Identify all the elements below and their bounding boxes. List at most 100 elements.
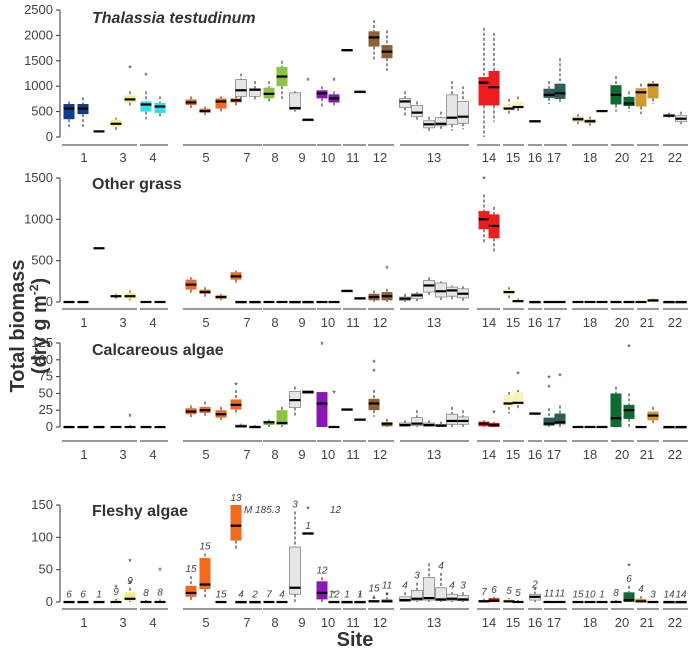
- box-site-3: [110, 425, 122, 429]
- box-site-20: [610, 300, 622, 304]
- sample-label: 2: [251, 590, 258, 601]
- outlier-point: *: [372, 594, 376, 604]
- site-label: 3: [119, 150, 126, 165]
- box-site-1: [63, 425, 75, 429]
- box-site-1: [63, 300, 75, 304]
- box-site-8: 7: [263, 590, 275, 604]
- sample-label: 8: [143, 588, 149, 599]
- site-label: 17: [547, 150, 561, 165]
- site-label: 13: [427, 315, 441, 330]
- box-site-4: [140, 300, 152, 304]
- box-site-17: [543, 300, 555, 304]
- box-site-13: [457, 286, 469, 302]
- box-site-13: [446, 406, 458, 427]
- sample-label: 6: [80, 590, 86, 601]
- box-iqr: [446, 94, 458, 125]
- box-site-3: [124, 424, 136, 429]
- outlier-point: *: [627, 561, 631, 571]
- box-site-5: [215, 406, 227, 421]
- box-site-22: [675, 300, 687, 304]
- box-site-13: 3: [457, 580, 469, 602]
- box-site-13: [435, 421, 447, 427]
- box-site-13: [457, 86, 469, 130]
- sample-label: 14: [663, 590, 675, 601]
- site-label: 22: [668, 615, 682, 630]
- sample-label: 4: [638, 584, 644, 595]
- site-label: 14: [482, 150, 496, 165]
- box-site-21: 4: [635, 584, 647, 603]
- box-iqr: [512, 392, 524, 405]
- site-label: 12: [373, 150, 387, 165]
- box-site-5: [185, 405, 197, 419]
- box-site-13: [399, 293, 411, 302]
- box-site-21: [635, 83, 647, 115]
- outlier-point: *: [533, 585, 537, 595]
- box-iqr: [623, 404, 635, 419]
- box-site-18: [584, 300, 596, 304]
- y-axis-label-line1: Total biomass: [7, 260, 29, 393]
- site-label: 21: [640, 447, 654, 462]
- box-site-13: [446, 285, 458, 300]
- box-site-13: [446, 81, 458, 131]
- box-site-9: [289, 91, 301, 112]
- box-iqr: [411, 417, 423, 427]
- box-iqr: [411, 589, 423, 602]
- site-label: 5: [202, 447, 209, 462]
- box-site-13: [399, 420, 411, 427]
- y-tick-label: 0: [46, 594, 53, 609]
- panel-title: Thalassia testudinum: [92, 10, 256, 27]
- box-site-15: [503, 287, 515, 299]
- sample-label: 1: [599, 590, 605, 601]
- box-site-18: [572, 114, 584, 125]
- panel-1: 0 500 1000 1500 2000 2500 Thalassia testudinum…: [24, 2, 688, 165]
- box-site-18: [572, 425, 584, 429]
- box-site-13: [411, 101, 423, 122]
- box-site-15: [512, 390, 524, 411]
- site-label: 12: [373, 615, 387, 630]
- box-site-12: [368, 390, 380, 417]
- site-label: 13: [427, 447, 441, 462]
- box-site-11: [354, 90, 366, 94]
- box-site-5: [199, 401, 211, 417]
- site-label: 15: [506, 315, 520, 330]
- site-label: 5: [202, 150, 209, 165]
- site-label: 16: [528, 315, 542, 330]
- site-label: 21: [640, 615, 654, 630]
- box-site-5: [199, 287, 211, 298]
- site-label: 22: [668, 447, 682, 462]
- site-label: 18: [583, 615, 597, 630]
- sample-label: 7: [481, 587, 487, 598]
- site-label: 14: [482, 615, 496, 630]
- sample-label: 15: [572, 590, 584, 601]
- box-site-20: [623, 393, 635, 427]
- box-site-9: 1: [302, 521, 314, 535]
- site-label: 14: [482, 315, 496, 330]
- box-site-14: [478, 27, 490, 137]
- box-site-21: [647, 298, 659, 302]
- site-label: 3: [119, 615, 126, 630]
- y-tick-label: 50: [39, 385, 53, 400]
- box-site-14: 7: [478, 587, 490, 603]
- box-iqr: [63, 103, 75, 120]
- site-label: 15: [506, 150, 520, 165]
- sample-label: 6: [66, 590, 72, 601]
- sample-label: 9: [113, 587, 119, 598]
- site-label: 10: [321, 447, 335, 462]
- box-site-1: 6: [77, 590, 89, 604]
- site-label: 21: [640, 315, 654, 330]
- sample-label: 13: [230, 493, 242, 504]
- box-site-14: [488, 421, 500, 427]
- box-site-16: [529, 300, 541, 304]
- box-site-21: [647, 406, 659, 424]
- sample-label: 8: [157, 587, 163, 598]
- box-site-4: [154, 96, 166, 117]
- box-iqr: [554, 413, 566, 425]
- box-site-5: 15: [199, 542, 211, 599]
- box-site-20: 8: [610, 588, 622, 604]
- sample-label: 1: [357, 590, 363, 601]
- sample-label: 6: [491, 585, 497, 596]
- box-site-21: [635, 300, 647, 304]
- box-site-8: [276, 300, 288, 304]
- box-site-4: [154, 300, 166, 304]
